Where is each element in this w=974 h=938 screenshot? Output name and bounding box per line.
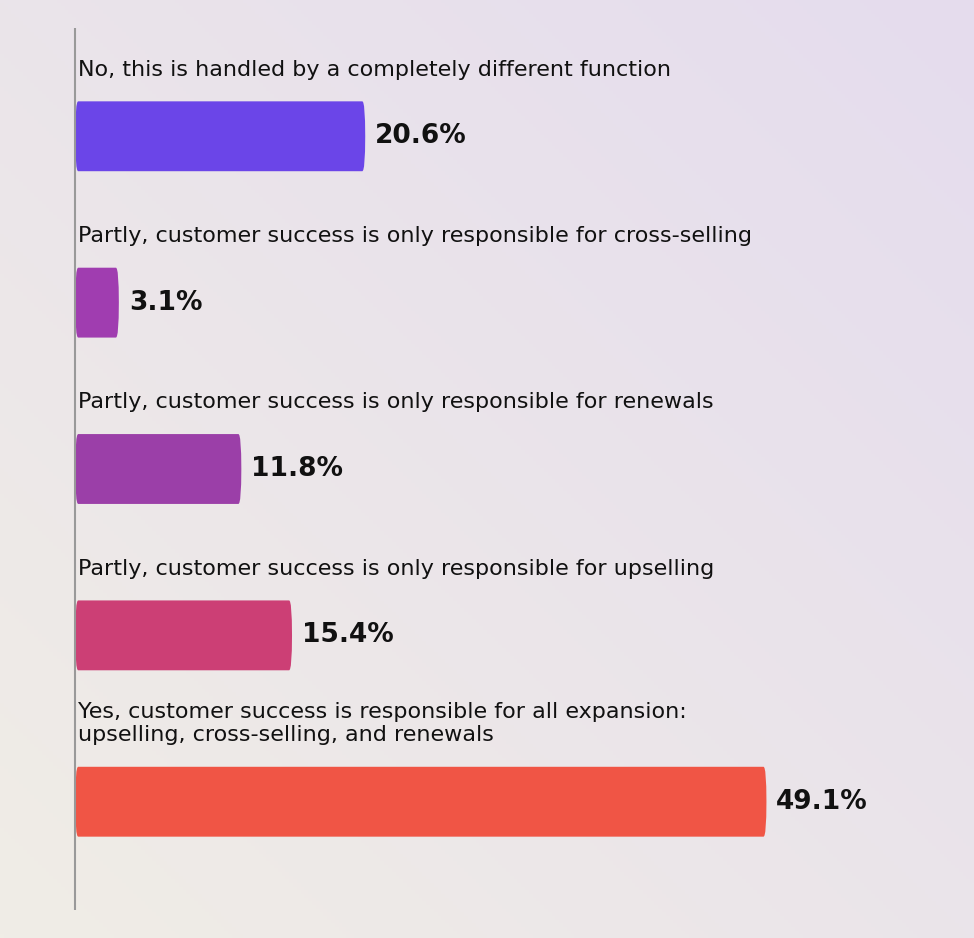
Text: No, this is handled by a completely different function: No, this is handled by a completely diff… bbox=[78, 60, 671, 80]
FancyBboxPatch shape bbox=[75, 267, 119, 338]
Text: Partly, customer success is only responsible for upselling: Partly, customer success is only respons… bbox=[78, 559, 714, 579]
Text: 11.8%: 11.8% bbox=[251, 456, 343, 482]
Text: 49.1%: 49.1% bbox=[776, 789, 868, 815]
FancyBboxPatch shape bbox=[75, 766, 767, 837]
Text: 20.6%: 20.6% bbox=[375, 123, 467, 149]
Text: 3.1%: 3.1% bbox=[129, 290, 203, 316]
FancyBboxPatch shape bbox=[75, 101, 365, 172]
FancyBboxPatch shape bbox=[75, 600, 292, 671]
Text: 15.4%: 15.4% bbox=[302, 622, 393, 648]
Text: Partly, customer success is only responsible for cross-selling: Partly, customer success is only respons… bbox=[78, 226, 752, 246]
FancyBboxPatch shape bbox=[75, 434, 242, 504]
Text: Partly, customer success is only responsible for renewals: Partly, customer success is only respons… bbox=[78, 392, 714, 413]
Text: Yes, customer success is responsible for all expansion:
upselling, cross-selling: Yes, customer success is responsible for… bbox=[78, 702, 687, 745]
